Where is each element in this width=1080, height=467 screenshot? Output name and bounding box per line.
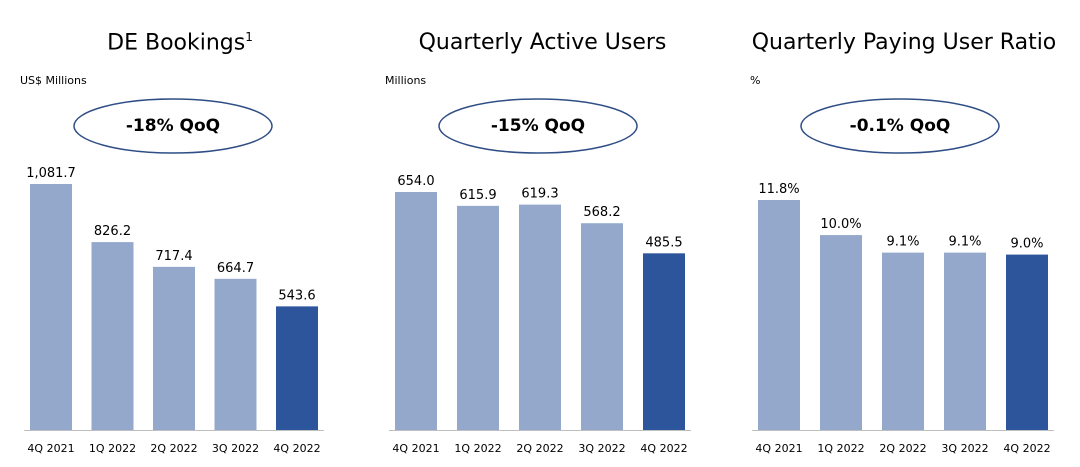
bar-3q-2022 xyxy=(581,223,623,430)
bar-2q-2022 xyxy=(153,266,195,430)
unit-label: Millions xyxy=(385,74,427,87)
data-label: 664.7 xyxy=(217,261,254,276)
data-label: 619.3 xyxy=(521,187,558,202)
data-label: 1,081.7 xyxy=(26,166,76,181)
data-label: 568.2 xyxy=(583,205,620,220)
x-tick-label: 3Q 2022 xyxy=(578,442,625,455)
qoq-text: -18% QoQ xyxy=(125,116,221,136)
x-tick-label: 2Q 2022 xyxy=(150,442,197,455)
bar-4q-2021 xyxy=(758,200,800,430)
data-label: 9.1% xyxy=(948,235,981,250)
bar-3q-2022 xyxy=(214,278,257,430)
unit-label: US$ Millions xyxy=(20,74,87,87)
footnote-marker: 1 xyxy=(245,30,253,44)
qoq-ellipse xyxy=(800,98,1000,154)
qoq-callout: -15% QoQ xyxy=(438,98,638,154)
bar-chart-paying-user-ratio: 11.8% 4Q 2021 10.0% 1Q 2022 9.1% 2Q 2022 9.1% 3… xyxy=(752,182,1054,455)
data-label: 11.8% xyxy=(758,182,799,197)
x-tick-label: 1Q 2022 xyxy=(817,442,864,455)
data-label: 485.5 xyxy=(645,235,682,250)
data-label: 10.0% xyxy=(820,217,861,232)
chart-panel-de-bookings: DE Bookings1 US$ Millions -18% QoQ 1,081… xyxy=(0,0,360,467)
bar-4q-2022 xyxy=(1006,254,1048,430)
x-tick-label: 1Q 2022 xyxy=(89,442,136,455)
chart-panel-quarterly-active-users: Quarterly Active Users Millions -15% QoQ… xyxy=(365,0,720,467)
data-label: 543.6 xyxy=(278,288,315,303)
bar-2q-2022 xyxy=(882,252,924,430)
bar-4q-2021 xyxy=(395,192,437,430)
qoq-ellipse xyxy=(73,98,273,154)
bar-4q-2022 xyxy=(276,306,318,430)
data-label: 9.1% xyxy=(886,235,919,250)
x-tick-label: 4Q 2021 xyxy=(392,442,439,455)
bar-1q-2022 xyxy=(457,205,499,430)
bar-4q-2021 xyxy=(30,184,72,430)
bar-3q-2022 xyxy=(944,252,986,430)
chart-title: Quarterly Paying User Ratio xyxy=(751,30,1057,55)
bar-chart-quarterly-active-users: 654.0 4Q 2021 615.9 1Q 2022 619.3 2Q 2022 568.… xyxy=(389,174,691,455)
x-tick-label: 3Q 2022 xyxy=(941,442,988,455)
qoq-callout: -18% QoQ xyxy=(73,98,273,154)
unit-label: % xyxy=(750,74,761,87)
qoq-ellipse xyxy=(438,98,638,154)
x-tick-label: 3Q 2022 xyxy=(212,442,259,455)
bar-1q-2022 xyxy=(91,242,134,430)
x-tick-label: 2Q 2022 xyxy=(516,442,563,455)
bar-1q-2022 xyxy=(820,235,862,430)
x-tick-label: 4Q 2022 xyxy=(273,442,320,455)
x-tick-label: 4Q 2022 xyxy=(640,442,687,455)
qoq-callout: -0.1% QoQ xyxy=(800,98,1000,154)
x-tick-label: 4Q 2022 xyxy=(1003,442,1050,455)
data-label: 654.0 xyxy=(397,174,434,189)
data-label: 615.9 xyxy=(459,188,496,203)
x-tick-label: 2Q 2022 xyxy=(879,442,926,455)
data-label: 826.2 xyxy=(94,224,131,239)
chart-title: Quarterly Active Users xyxy=(418,30,667,55)
bar-2q-2022 xyxy=(519,204,561,430)
x-tick-label: 1Q 2022 xyxy=(454,442,501,455)
chart-title-text: DE Bookings xyxy=(107,30,246,56)
bar-4q-2022 xyxy=(643,253,685,430)
bar-chart-de-bookings: 1,081.7 4Q 2021 826.2 1Q 2022 717.4 2Q 2022 66… xyxy=(24,166,324,455)
x-tick-label: 4Q 2021 xyxy=(755,442,802,455)
chart-panel-paying-user-ratio: Quarterly Paying User Ratio % -0.1% QoQ … xyxy=(728,0,1080,467)
chart-title: DE Bookings1 xyxy=(0,30,360,55)
data-label: 9.0% xyxy=(1010,237,1043,252)
x-tick-label: 4Q 2021 xyxy=(27,442,74,455)
qoq-text: -15% QoQ xyxy=(490,116,586,136)
data-label: 717.4 xyxy=(155,249,192,264)
qoq-text: -0.1% QoQ xyxy=(849,116,951,136)
